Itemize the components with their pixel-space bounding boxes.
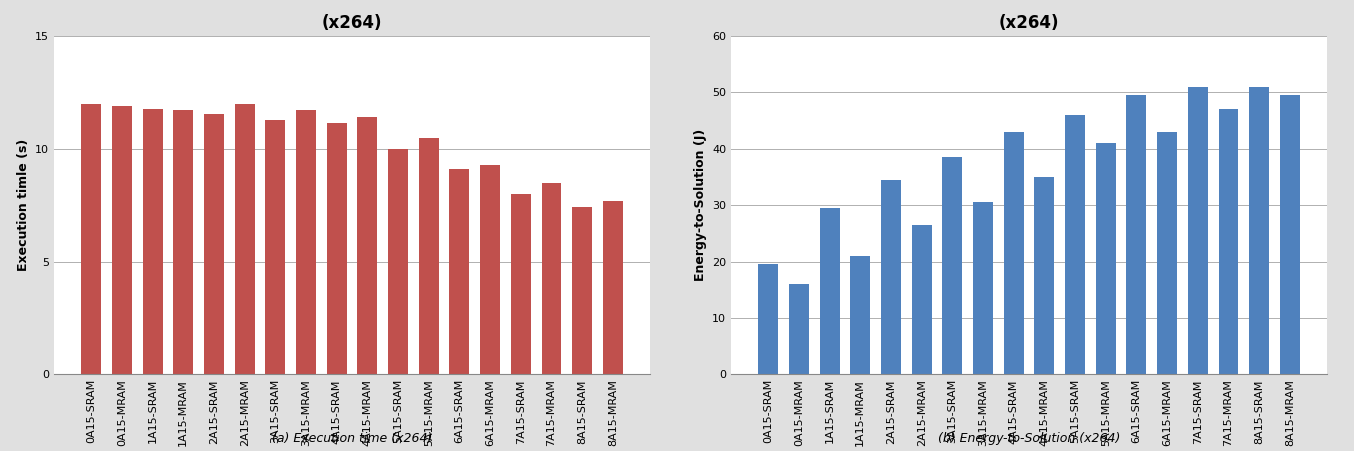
Bar: [911, 225, 932, 374]
Bar: [1066, 115, 1085, 374]
Y-axis label: Execution timle (s): Execution timle (s): [16, 139, 30, 272]
Bar: [573, 207, 592, 374]
Bar: [1187, 87, 1208, 374]
Bar: [112, 106, 131, 374]
Bar: [234, 104, 255, 374]
Bar: [450, 169, 470, 374]
Bar: [1250, 87, 1269, 374]
Bar: [481, 165, 500, 374]
Bar: [942, 157, 963, 374]
Bar: [326, 123, 347, 374]
Bar: [974, 202, 992, 374]
Bar: [850, 256, 871, 374]
Title: (x264): (x264): [999, 14, 1059, 32]
Y-axis label: Energy-to-Solution (J): Energy-to-Solution (J): [693, 129, 707, 281]
Bar: [81, 104, 102, 374]
Bar: [542, 183, 562, 374]
Bar: [1158, 132, 1177, 374]
Bar: [603, 201, 623, 374]
Bar: [389, 149, 408, 374]
Title: (x264): (x264): [322, 14, 382, 32]
Bar: [265, 120, 286, 374]
Bar: [1034, 177, 1055, 374]
Bar: [357, 117, 378, 374]
Bar: [758, 264, 779, 374]
Bar: [173, 110, 194, 374]
Bar: [1095, 143, 1116, 374]
Bar: [789, 284, 808, 374]
Bar: [142, 109, 162, 374]
Bar: [1280, 95, 1300, 374]
Bar: [510, 194, 531, 374]
Bar: [881, 180, 900, 374]
Bar: [1219, 109, 1239, 374]
Text: (b) Energy-to-Solution (x264): (b) Energy-to-Solution (x264): [938, 432, 1120, 445]
Bar: [297, 110, 315, 374]
Text: (a) Execution time (x264): (a) Execution time (x264): [272, 432, 432, 445]
Bar: [204, 114, 223, 374]
Bar: [1127, 95, 1147, 374]
Bar: [819, 208, 839, 374]
Bar: [418, 138, 439, 374]
Bar: [1003, 132, 1024, 374]
